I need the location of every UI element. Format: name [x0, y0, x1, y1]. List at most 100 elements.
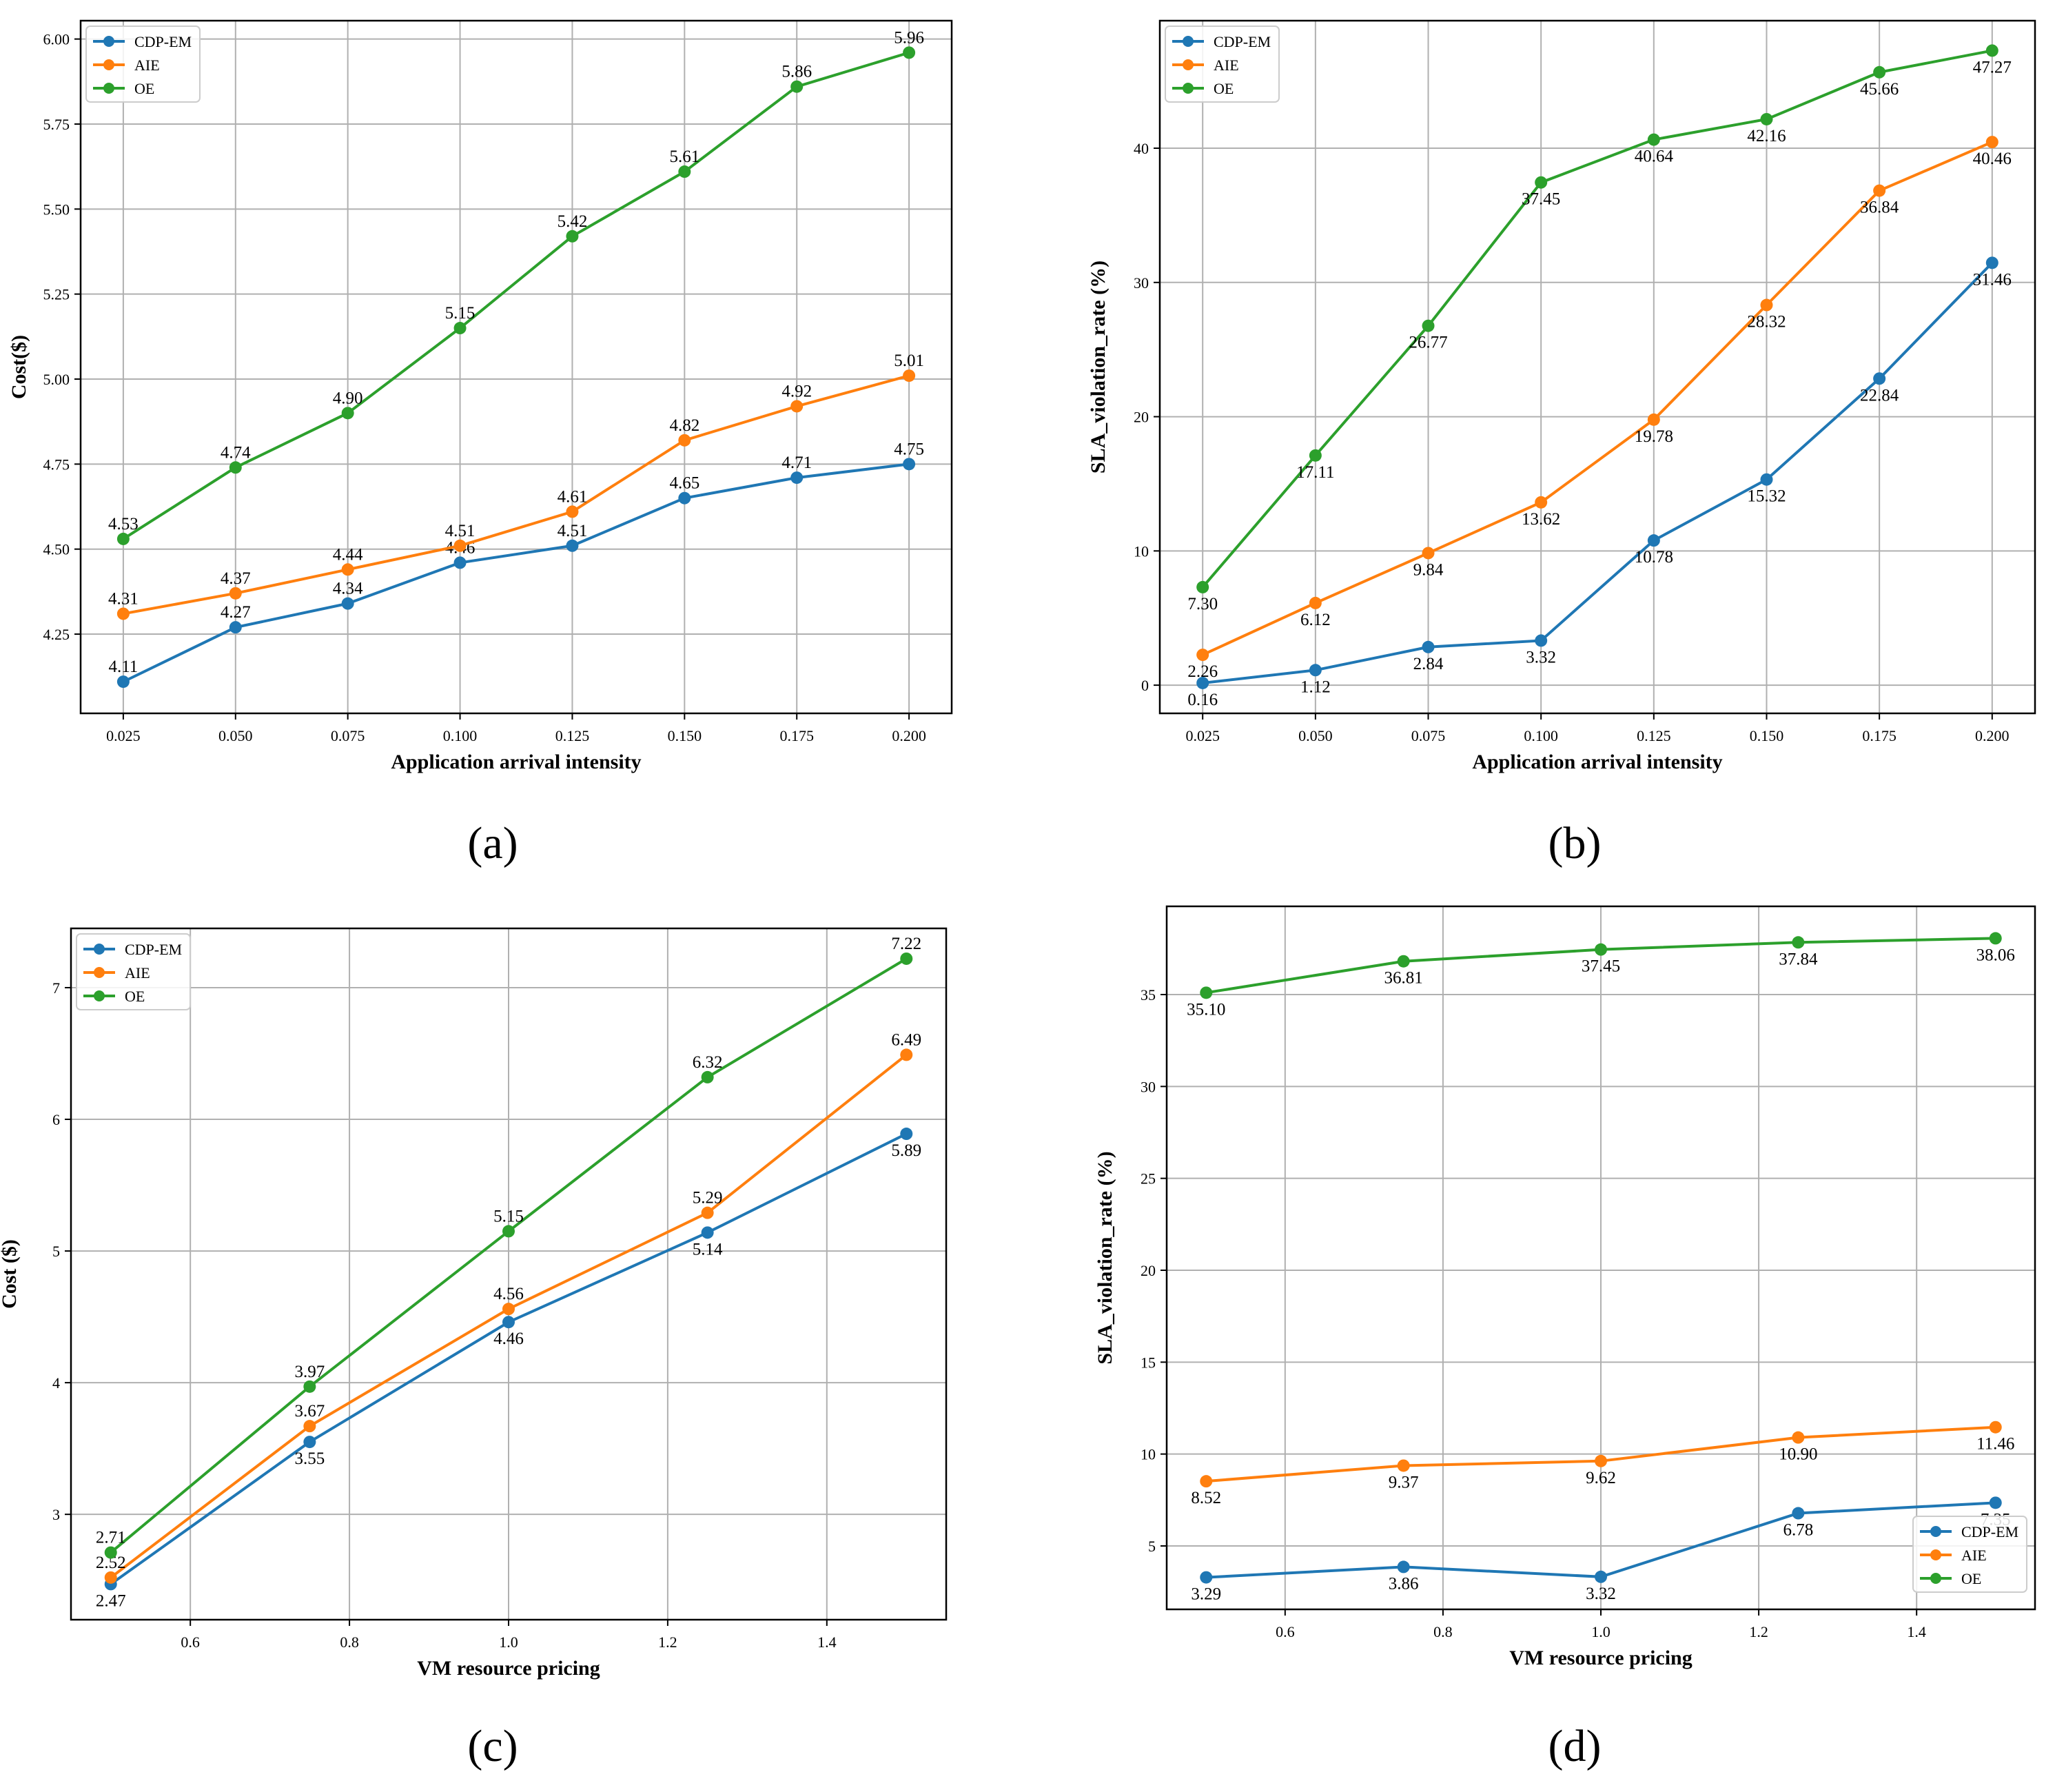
x-tick-label: 0.200	[1975, 727, 2010, 744]
data-point-aie	[116, 607, 130, 620]
data-label: 4.51	[558, 522, 588, 540]
data-point-aie	[678, 434, 691, 447]
x-tick-label: 0.6	[1276, 1623, 1295, 1640]
legend-swatch-marker	[1183, 36, 1194, 47]
legend-entry-label: AIE	[1961, 1547, 1987, 1564]
data-label: 28.32	[1747, 313, 1786, 332]
data-point-oe	[1760, 112, 1773, 125]
legend: CDP-EM AIE OE	[85, 26, 201, 103]
legend-swatch-marker	[1930, 1573, 1941, 1584]
data-point-cdp-em	[1200, 1571, 1213, 1584]
data-point-oe	[903, 46, 916, 59]
y-tick-label: 35	[1141, 986, 1156, 1004]
y-tick-label: 20	[1141, 1262, 1156, 1279]
data-point-oe	[1985, 44, 1998, 57]
y-tick-label: 4.75	[43, 456, 70, 473]
data-label: 7.30	[1187, 595, 1218, 613]
data-point-aie	[1985, 136, 1998, 149]
data-point-oe	[1397, 955, 1410, 968]
x-tick-label: 1.2	[1749, 1623, 1768, 1640]
data-point-cdp-em	[566, 539, 579, 552]
legend-entry-label: AIE	[1214, 57, 1239, 74]
data-label: 4.82	[669, 416, 699, 435]
data-point-aie	[453, 539, 467, 552]
legend-box	[1165, 26, 1280, 103]
data-point-oe	[1792, 936, 1805, 949]
data-point-cdp-em	[903, 458, 916, 471]
data-point-aie	[1989, 1421, 2002, 1434]
legend-entry-label: AIE	[125, 964, 150, 981]
data-label: 37.84	[1779, 950, 1818, 968]
data-label: 36.84	[1860, 198, 1899, 217]
x-axis-title: VM resource pricing	[1509, 1647, 1693, 1669]
x-tick-label: 0.050	[1298, 727, 1333, 744]
legend-entry-label: OE	[125, 988, 145, 1005]
data-point-cdp-em	[1873, 372, 1886, 385]
data-label: 3.97	[294, 1363, 325, 1381]
legend-entry-label: OE	[1961, 1570, 1981, 1587]
data-point-oe	[1989, 932, 2002, 945]
data-point-cdp-em	[1196, 676, 1209, 689]
data-label: 22.84	[1860, 386, 1899, 405]
data-point-oe	[678, 165, 691, 179]
data-label: 36.81	[1384, 969, 1423, 988]
data-label: 4.53	[108, 515, 139, 533]
data-label: 5.42	[558, 212, 588, 231]
y-tick-label: 5.75	[43, 116, 70, 133]
data-label: 6.12	[1300, 611, 1331, 629]
x-tick-label: 0.6	[181, 1633, 200, 1651]
data-point-aie	[900, 1048, 913, 1061]
data-label: 47.27	[1973, 58, 2012, 77]
y-tick-label: 5.50	[43, 201, 70, 218]
data-point-aie	[1397, 1459, 1410, 1472]
data-point-cdp-em	[303, 1436, 316, 1449]
data-label: 8.52	[1191, 1489, 1221, 1507]
data-point-cdp-em	[1760, 473, 1773, 486]
data-point-oe	[1595, 943, 1607, 956]
data-point-aie	[1309, 596, 1322, 609]
y-tick-label: 20	[1134, 409, 1149, 426]
data-label: 5.15	[445, 304, 476, 323]
data-point-oe	[566, 230, 579, 243]
y-tick-label: 5	[52, 1243, 60, 1260]
data-point-aie	[1196, 649, 1209, 662]
data-label: 5.01	[894, 352, 924, 370]
y-tick-label: 6	[52, 1111, 60, 1128]
y-tick-label: 6.00	[43, 31, 70, 48]
x-tick-label: 0.150	[1750, 727, 1784, 744]
legend-entry-label: CDP-EM	[125, 941, 182, 958]
x-tick-label: 1.0	[1591, 1623, 1611, 1640]
data-label: 4.51	[445, 522, 476, 540]
data-point-oe	[1422, 319, 1435, 332]
data-label: 3.55	[294, 1449, 325, 1468]
x-axis-title: Application arrival intensity	[1472, 751, 1722, 773]
legend: CDP-EM AIE OE	[1165, 26, 1280, 103]
data-point-oe	[1309, 449, 1322, 462]
data-point-aie	[1873, 184, 1886, 197]
data-label: 6.49	[891, 1030, 921, 1049]
data-label: 3.86	[1389, 1574, 1419, 1593]
panel-label: (a)	[467, 818, 518, 868]
data-point-cdp-em	[900, 1128, 913, 1141]
data-label: 5.86	[781, 63, 812, 81]
legend-swatch-marker	[103, 83, 114, 94]
data-label: 4.31	[108, 589, 139, 608]
x-tick-label: 0.075	[1411, 727, 1446, 744]
plot-frame	[79, 19, 953, 715]
data-point-aie	[1792, 1431, 1805, 1444]
data-point-cdp-em	[1422, 640, 1435, 653]
data-point-cdp-em	[790, 471, 804, 485]
y-tick-label: 10	[1141, 1446, 1156, 1463]
y-tick-label: 7	[52, 979, 60, 997]
x-tick-label: 0.025	[1185, 727, 1220, 744]
data-label: 7.22	[891, 935, 921, 953]
data-label: 0.16	[1187, 691, 1218, 709]
data-label: 13.62	[1522, 510, 1560, 529]
x-tick-label: 1.0	[499, 1633, 518, 1651]
panel-label: (c)	[467, 1721, 518, 1771]
data-point-cdp-em	[1309, 664, 1322, 677]
data-point-aie	[229, 587, 242, 600]
data-point-aie	[1200, 1475, 1213, 1488]
data-label: 5.89	[891, 1141, 921, 1160]
